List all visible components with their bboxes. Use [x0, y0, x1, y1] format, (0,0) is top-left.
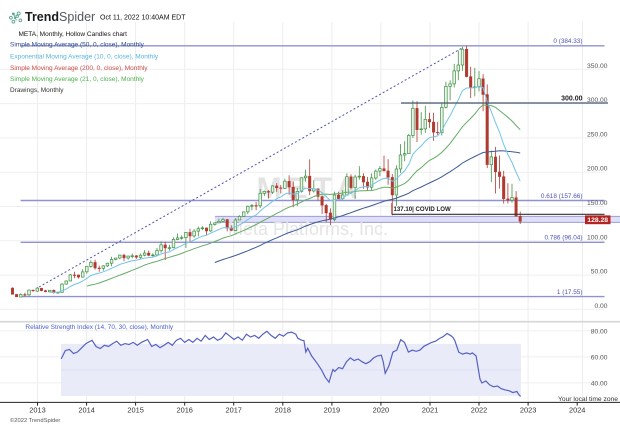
- svg-text:Exponential Moving Average (10: Exponential Moving Average (10, 0, close…: [10, 54, 159, 61]
- svg-text:250.00: 250.00: [587, 131, 608, 138]
- svg-text:200.00: 200.00: [587, 166, 608, 173]
- svg-text:137.10| COVID LOW: 137.10| COVID LOW: [394, 206, 451, 213]
- svg-text:Drawings, Monthly: Drawings, Monthly: [10, 87, 64, 94]
- svg-text:300.00: 300.00: [587, 97, 608, 104]
- svg-text:40.00: 40.00: [591, 380, 608, 387]
- svg-text:META, Monthly, Hollow Candles: META, Monthly, Hollow Candles chart: [19, 31, 128, 38]
- svg-text:2021: 2021: [422, 406, 438, 415]
- svg-text:300.00: 300.00: [561, 96, 583, 103]
- svg-text:2022: 2022: [471, 406, 487, 415]
- svg-text:128.28: 128.28: [587, 217, 608, 224]
- svg-text:80.00: 80.00: [591, 328, 608, 335]
- svg-text:Oct 11, 2022 10:40AM EDT: Oct 11, 2022 10:40AM EDT: [100, 14, 186, 21]
- svg-text:2020: 2020: [373, 406, 389, 415]
- svg-text:Relative Strength Index (14, 7: Relative Strength Index (14, 70, 30, clo…: [25, 324, 174, 331]
- svg-text:2017: 2017: [225, 406, 241, 415]
- svg-text:2016: 2016: [176, 406, 192, 415]
- svg-text:0.618 (157.66): 0.618 (157.66): [541, 193, 583, 200]
- svg-text:350.00: 350.00: [587, 63, 608, 70]
- svg-text:2024: 2024: [569, 406, 585, 415]
- svg-text:0 (384.33): 0 (384.33): [553, 38, 582, 45]
- svg-text:Meta Platforms, Inc.: Meta Platforms, Inc.: [228, 219, 388, 239]
- svg-text:TrendSpider: TrendSpider: [25, 10, 95, 24]
- svg-text:50.00: 50.00: [591, 269, 608, 276]
- svg-text:150.00: 150.00: [587, 200, 608, 207]
- svg-text:2013: 2013: [29, 406, 45, 415]
- svg-text:60.00: 60.00: [591, 354, 608, 361]
- svg-text:2014: 2014: [78, 406, 94, 415]
- svg-text:©2022 TrendSpider: ©2022 TrendSpider: [10, 417, 60, 424]
- svg-text:2023: 2023: [520, 406, 536, 415]
- svg-text:2018: 2018: [275, 406, 291, 415]
- svg-text:Simple Moving Average (200, 0,: Simple Moving Average (200, 0, close), M…: [10, 65, 148, 72]
- svg-text:Simple Moving Average (21, 0,: Simple Moving Average (21, 0, close), Mo…: [10, 76, 145, 83]
- svg-text:2019: 2019: [324, 406, 340, 415]
- svg-text:0.786 (96.04): 0.786 (96.04): [544, 235, 582, 242]
- svg-text:Simple Moving Average (50, 0,: Simple Moving Average (50, 0, close), Mo…: [10, 41, 145, 48]
- svg-text:1 (17.55): 1 (17.55): [557, 289, 583, 296]
- svg-text:Your local time zone: Your local time zone: [558, 396, 618, 403]
- svg-text:100.00: 100.00: [587, 234, 608, 241]
- svg-text:0.00: 0.00: [594, 303, 607, 310]
- svg-text:2015: 2015: [127, 406, 143, 415]
